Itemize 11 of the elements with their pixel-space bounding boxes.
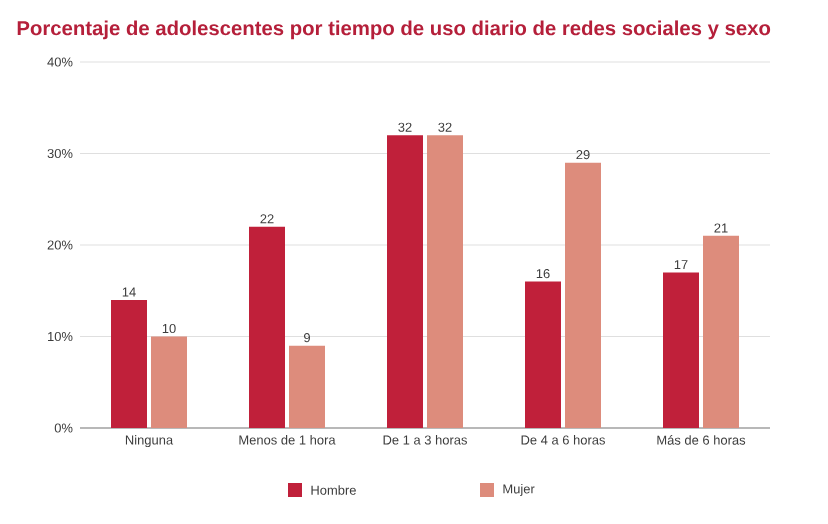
bar <box>525 281 561 428</box>
bar <box>663 272 699 428</box>
chart-title: Porcentaje de adolescentes por tiempo de uso diario de redes sociales y sexo <box>17 20 771 40</box>
bar <box>703 235 739 428</box>
bar <box>427 135 463 428</box>
bar <box>289 345 325 428</box>
bar <box>565 162 601 428</box>
bar <box>111 299 147 428</box>
bar <box>249 226 285 428</box>
bar <box>387 135 423 428</box>
bar <box>151 336 187 428</box>
